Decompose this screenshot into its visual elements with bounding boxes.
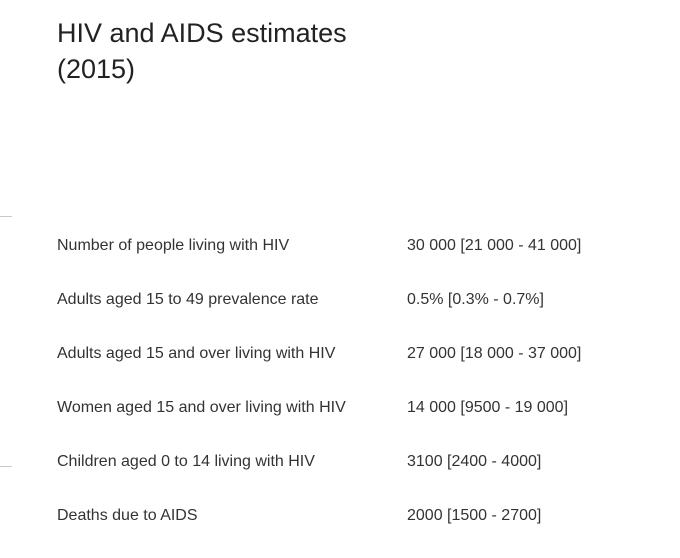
edge-divider	[0, 466, 12, 467]
edge-divider	[0, 216, 12, 217]
estimate-row-children-living-with-hiv: Children aged 0 to 14 living with HIV 31…	[57, 450, 657, 504]
estimate-value: 14 000 [9500 - 19 000]	[407, 399, 569, 416]
estimate-value: 0.5% [0.3% - 0.7%]	[407, 291, 544, 308]
estimate-label: Children aged 0 to 14 living with HIV	[57, 453, 315, 470]
estimates-list: Number of people living with HIV 30 000 …	[57, 234, 657, 558]
estimate-row-adults-living-with-hiv: Adults aged 15 and over living with HIV …	[57, 342, 657, 396]
estimate-value: 3100 [2400 - 4000]	[407, 453, 542, 470]
estimate-row-people-living-with-hiv: Number of people living with HIV 30 000 …	[57, 234, 657, 288]
estimate-label: Adults aged 15 and over living with HIV	[57, 345, 336, 362]
estimate-label: Deaths due to AIDS	[57, 507, 198, 524]
estimate-value: 2000 [1500 - 2700]	[407, 507, 542, 524]
estimate-label: Adults aged 15 to 49 prevalence rate	[57, 291, 319, 308]
page-title-main: HIV and AIDS estimates	[57, 18, 347, 48]
estimate-value: 27 000 [18 000 - 37 000]	[407, 345, 582, 362]
page-title-year: (2015)	[57, 54, 136, 84]
estimate-label: Women aged 15 and over living with HIV	[57, 399, 346, 416]
estimate-row-adult-prevalence-rate: Adults aged 15 to 49 prevalence rate 0.5…	[57, 288, 657, 342]
estimate-row-women-living-with-hiv: Women aged 15 and over living with HIV 1…	[57, 396, 657, 450]
estimate-label: Number of people living with HIV	[57, 237, 290, 254]
estimate-value: 30 000 [21 000 - 41 000]	[407, 237, 582, 254]
page-title: HIV and AIDS estimates (2015)	[57, 15, 347, 87]
estimate-row-deaths-due-to-aids: Deaths due to AIDS 2000 [1500 - 2700]	[57, 504, 657, 558]
